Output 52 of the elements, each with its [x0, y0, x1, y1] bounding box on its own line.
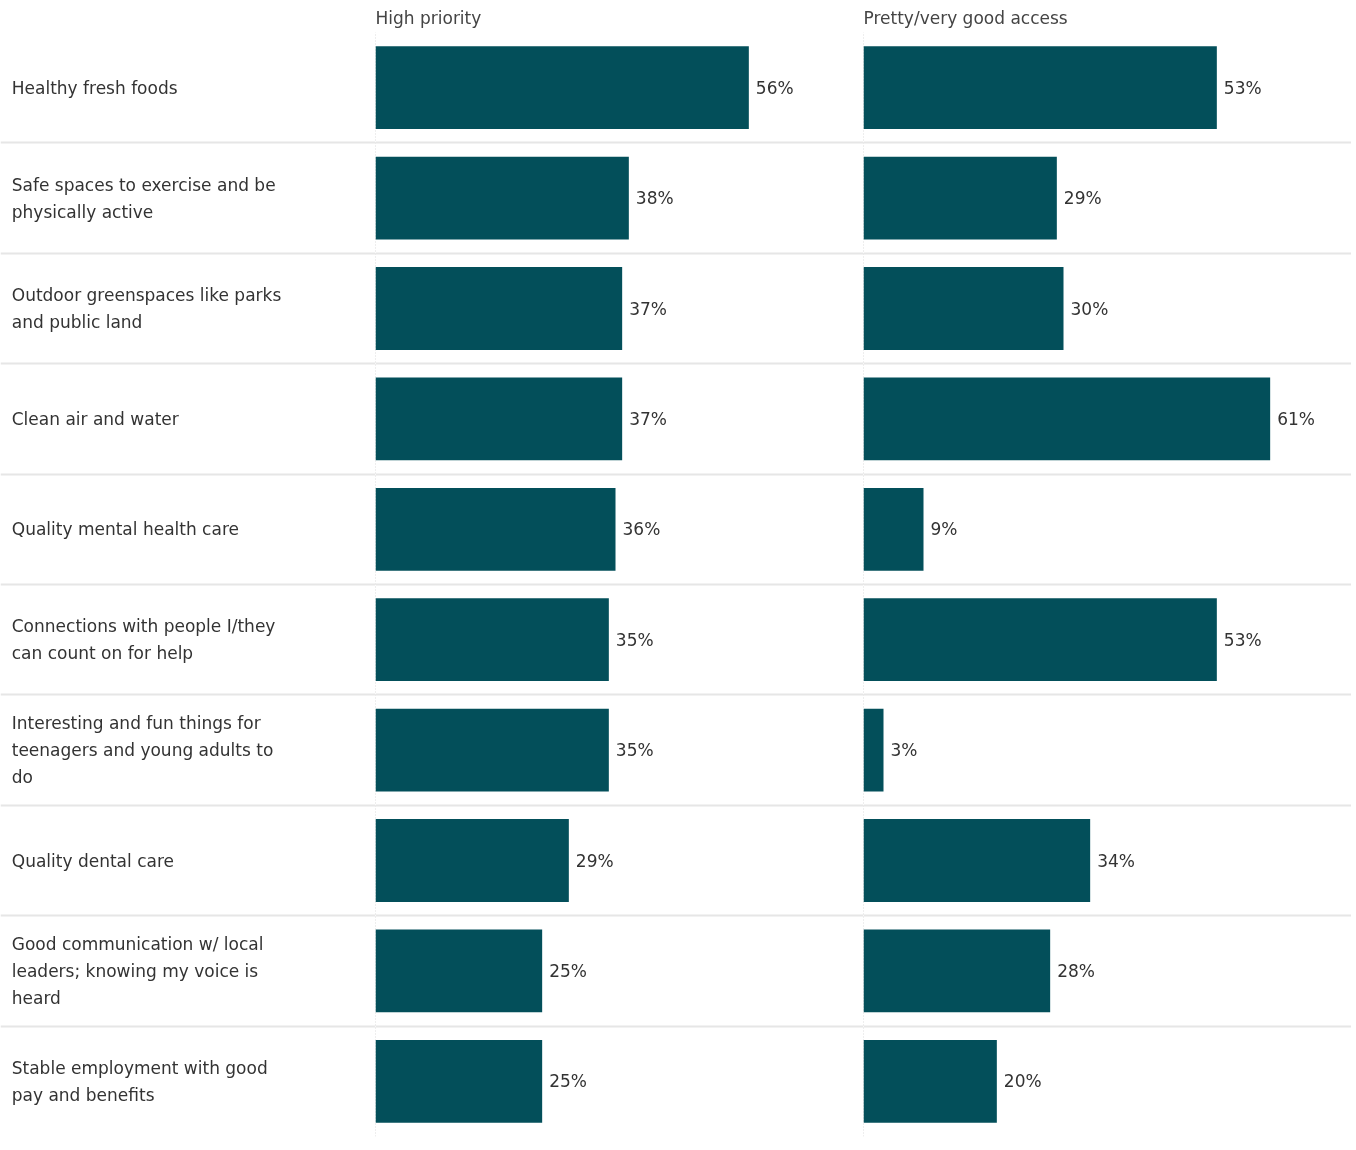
chart-title: Pretty/very good access: [863, 7, 1068, 28]
data-label: 30%: [1070, 298, 1109, 319]
y-tick-label: Quality mental health care: [11, 519, 239, 540]
y-tick-label: Interesting and fun things for teenagers and young adults to do: [11, 713, 274, 788]
data-label: 35%: [615, 740, 654, 761]
bar: [375, 46, 749, 130]
bar: [863, 267, 1064, 350]
data-label: 38%: [635, 188, 674, 209]
data-label: 36%: [622, 519, 661, 540]
bar: [863, 46, 1217, 130]
bar: [375, 377, 623, 461]
data-label: 34%: [1097, 850, 1135, 871]
bar: [863, 708, 884, 792]
data-label: 37%: [629, 298, 667, 319]
bar: [863, 598, 1217, 682]
data-label: 53%: [1223, 629, 1262, 650]
bar: [863, 819, 1091, 902]
bar: [375, 267, 623, 350]
y-tick-label: Clean air and water: [11, 408, 179, 429]
y-tick-label: Safe spaces to exercise and be physically active: [11, 174, 276, 222]
bar: [863, 1039, 997, 1123]
bar: [863, 487, 924, 571]
y-tick-label: Stable employment with good pay and benefits: [11, 1057, 268, 1105]
data-label: 56%: [755, 77, 794, 98]
data-label: 29%: [575, 850, 614, 871]
bar: [863, 377, 1271, 461]
y-tick-label: Good communication w/ local leaders; knowing my voice is heard: [11, 933, 264, 1008]
bar: [375, 487, 616, 571]
bar: [375, 929, 543, 1013]
bar: [375, 708, 609, 792]
bar: [375, 819, 569, 902]
bar: [863, 156, 1057, 240]
data-label: 3%: [890, 740, 918, 761]
data-label: 28%: [1057, 960, 1095, 981]
y-tick-label: Connections with people I/they can count on for help: [11, 616, 276, 664]
chart-title: High priority: [375, 7, 482, 28]
y-tick-label: Outdoor greenspaces like parks and public land: [11, 285, 282, 332]
data-label: 25%: [549, 1071, 587, 1092]
data-label: 37%: [629, 408, 667, 429]
data-label: 53%: [1223, 77, 1262, 98]
data-label: 20%: [1003, 1071, 1042, 1092]
data-label: 9%: [930, 519, 958, 540]
data-label: 61%: [1277, 408, 1315, 429]
y-tick-label: Quality dental care: [11, 850, 174, 871]
y-tick-label: Healthy fresh foods: [11, 77, 178, 98]
bar: [375, 156, 629, 240]
data-label: 29%: [1063, 188, 1102, 209]
bar: [863, 929, 1051, 1013]
data-label: 35%: [615, 629, 654, 650]
data-label: 25%: [549, 960, 587, 981]
bar: [375, 1039, 543, 1123]
bar: [375, 598, 609, 682]
